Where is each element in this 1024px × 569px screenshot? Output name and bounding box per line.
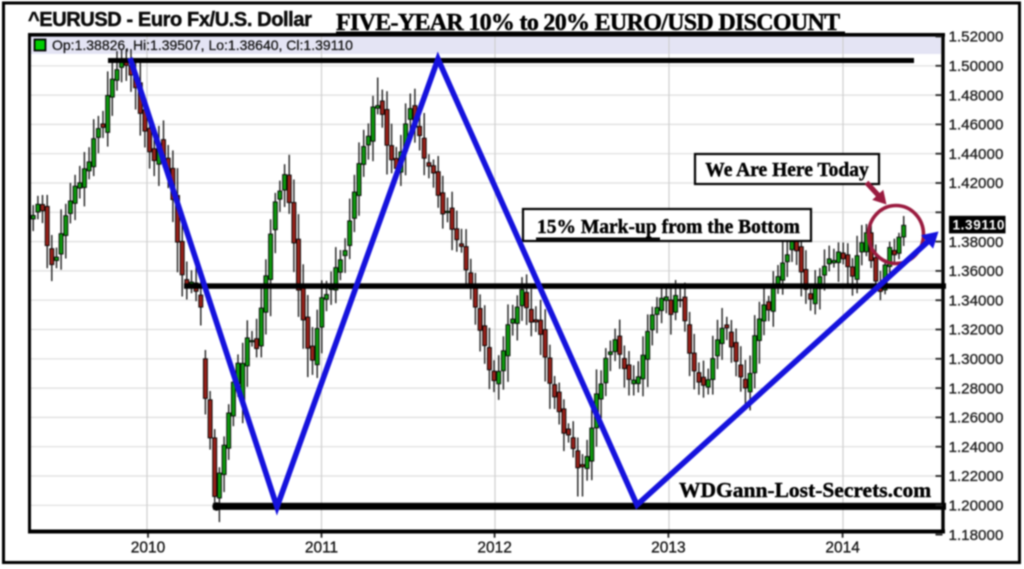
svg-text:We Are Here Today: We Are Here Today bbox=[705, 160, 869, 181]
svg-text:1.30000: 1.30000 bbox=[949, 351, 1004, 368]
svg-text:1.50000: 1.50000 bbox=[949, 58, 1004, 75]
svg-text:1.44000: 1.44000 bbox=[949, 146, 1004, 163]
svg-text:15% Mark-up from the Bottom: 15% Mark-up from the Bottom bbox=[537, 217, 800, 238]
svg-text:2012: 2012 bbox=[477, 540, 511, 557]
svg-text:WDGann-Lost-Secrets.com: WDGann-Lost-Secrets.com bbox=[679, 478, 931, 502]
svg-text:1.32000: 1.32000 bbox=[949, 322, 1004, 339]
svg-text:1.20000: 1.20000 bbox=[949, 498, 1004, 515]
svg-text:1.42000: 1.42000 bbox=[949, 175, 1004, 192]
svg-text:1.34000: 1.34000 bbox=[949, 292, 1004, 309]
svg-text:2011: 2011 bbox=[305, 540, 338, 557]
svg-text:1.26000: 1.26000 bbox=[949, 410, 1004, 427]
svg-text:1.46000: 1.46000 bbox=[949, 117, 1004, 134]
svg-text:Op:1.38826, Hi:1.39507, Lo:1.3: Op:1.38826, Hi:1.39507, Lo:1.38640, Cl:1… bbox=[52, 37, 353, 53]
svg-text:1.24000: 1.24000 bbox=[949, 439, 1004, 456]
svg-text:^EURUSD - Euro Fx/U.S. Dollar: ^EURUSD - Euro Fx/U.S. Dollar bbox=[28, 9, 312, 31]
svg-text:1.48000: 1.48000 bbox=[949, 87, 1004, 104]
svg-text:1.18000: 1.18000 bbox=[949, 527, 1004, 544]
svg-text:2010: 2010 bbox=[131, 540, 166, 557]
svg-text:1.28000: 1.28000 bbox=[949, 380, 1004, 397]
svg-text:1.38000: 1.38000 bbox=[949, 234, 1004, 251]
svg-text:1.22000: 1.22000 bbox=[949, 468, 1004, 485]
svg-text:1.36000: 1.36000 bbox=[949, 263, 1004, 280]
svg-text:2013: 2013 bbox=[651, 540, 685, 557]
svg-text:2014: 2014 bbox=[825, 540, 860, 557]
svg-text:1.39110: 1.39110 bbox=[953, 218, 1006, 233]
svg-text:1.52000: 1.52000 bbox=[949, 29, 1004, 46]
